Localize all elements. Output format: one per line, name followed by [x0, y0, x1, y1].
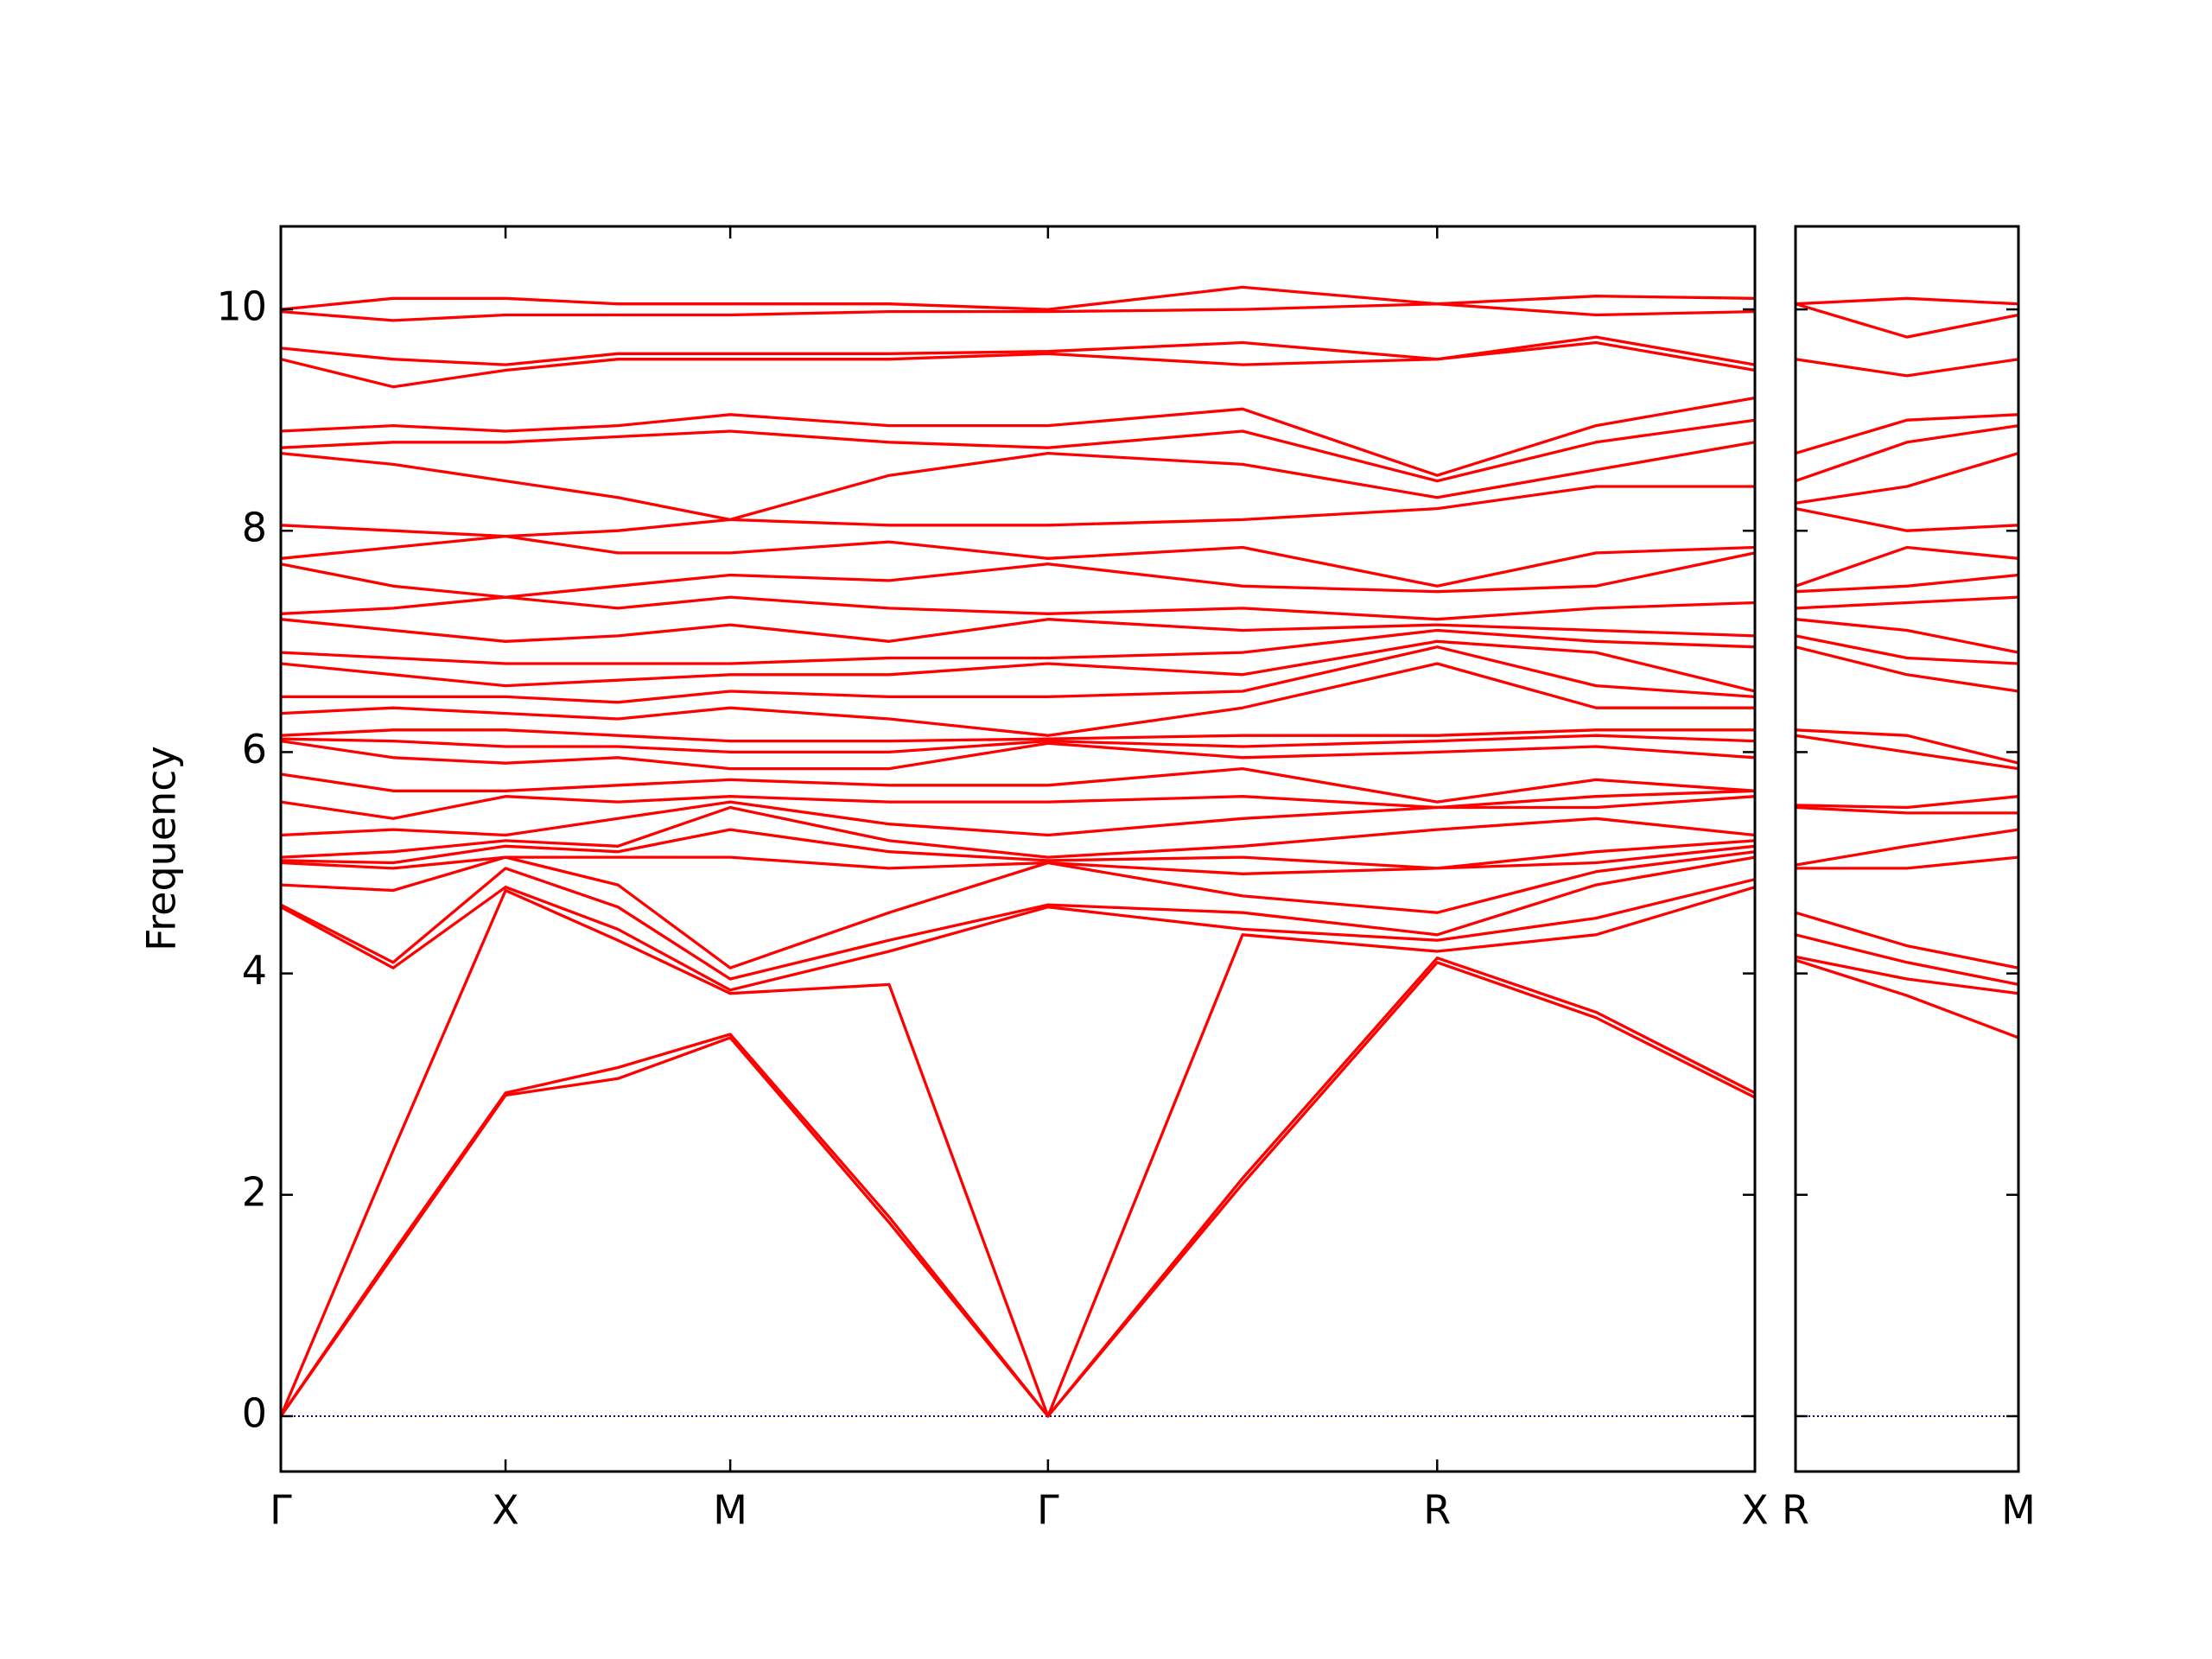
band-line	[280, 662, 1755, 737]
band-line	[280, 628, 1756, 665]
band-line	[280, 828, 1756, 870]
band-line	[280, 855, 1756, 981]
band-line	[280, 850, 1756, 969]
band-line	[280, 285, 1756, 311]
band-line	[280, 396, 1756, 477]
band-line	[280, 795, 1756, 837]
band-line	[1795, 634, 2019, 665]
band-line	[1795, 933, 2019, 987]
band-line	[1795, 805, 2018, 815]
x-tick-label: R	[1423, 1487, 1451, 1534]
band-line	[280, 595, 1756, 621]
band-line	[279, 957, 1756, 1418]
band-line	[280, 441, 1756, 522]
band-line	[280, 739, 1756, 771]
band-line	[1795, 545, 2019, 588]
plot-frame	[279, 225, 1757, 1473]
band-line	[280, 734, 1756, 754]
y-tick-label: 10	[216, 283, 267, 330]
x-tick-label: M	[713, 1487, 747, 1534]
band-line	[280, 766, 1756, 804]
band-line	[280, 789, 1756, 820]
y-tick-label: 2	[242, 1168, 267, 1215]
band-line	[1795, 795, 2019, 810]
x-tick-label: Γ	[1037, 1487, 1059, 1534]
band-line	[1796, 855, 2019, 870]
band-line	[1795, 452, 2019, 505]
band-line	[280, 335, 1756, 366]
band-line	[1795, 423, 2019, 483]
band-line	[281, 645, 1756, 704]
band-line	[1795, 728, 2019, 765]
band-line	[1795, 618, 2019, 654]
band-line	[1795, 828, 2019, 867]
band-line	[279, 961, 1756, 1418]
plot-frame	[1794, 225, 2020, 1473]
band-line	[1795, 358, 2019, 378]
band-line	[280, 618, 1756, 643]
band-line	[280, 418, 1756, 483]
x-tick-label: X	[1741, 1487, 1769, 1534]
y-tick-label: 0	[242, 1389, 267, 1436]
y-tick-label: 8	[242, 505, 267, 551]
x-tick-label: R	[1782, 1487, 1809, 1534]
band-line	[280, 534, 1756, 588]
band-line	[280, 805, 1756, 859]
band-line	[1795, 302, 2019, 339]
x-tick-label: X	[492, 1487, 519, 1534]
band-line	[280, 340, 1756, 389]
band-line	[1795, 506, 2019, 532]
band-line	[280, 844, 1756, 875]
band-line	[279, 886, 1756, 1418]
y-tick-label: 4	[242, 947, 267, 994]
band-line	[280, 302, 1756, 322]
band-line	[1795, 573, 2019, 594]
x-tick-label: Γ	[270, 1487, 292, 1534]
band-line	[280, 639, 1756, 693]
y-axis-label: Frequency	[138, 746, 185, 951]
band-line	[280, 551, 1756, 599]
x-tick-label: M	[2001, 1487, 2036, 1534]
band-line	[280, 728, 1755, 743]
y-tick-label: 6	[242, 726, 267, 772]
band-line	[1795, 645, 2019, 693]
band-line	[1795, 911, 2019, 969]
band-line	[1795, 413, 2019, 455]
band-line	[1795, 595, 2019, 610]
band-line	[1795, 958, 2019, 1039]
band-line	[280, 485, 1755, 538]
band-line	[1795, 955, 2019, 995]
band-line	[1795, 296, 2019, 306]
band-line	[1795, 734, 2019, 771]
band-line	[280, 878, 1756, 992]
